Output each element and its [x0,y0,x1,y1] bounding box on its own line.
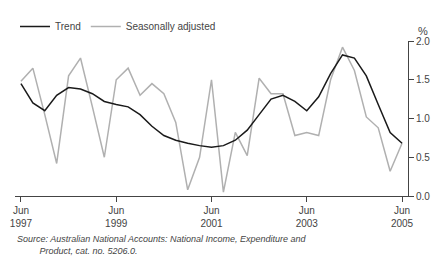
svg-text:0.5: 0.5 [416,152,430,163]
svg-text:1.5: 1.5 [416,74,430,85]
svg-text:Seasonally adjusted: Seasonally adjusted [126,21,216,32]
svg-text:1.0: 1.0 [416,113,430,124]
svg-text:Jun2003: Jun2003 [296,205,319,229]
svg-text:%: % [418,25,428,37]
svg-text:2.0: 2.0 [416,36,430,47]
svg-text:Jun1997: Jun1997 [10,205,33,229]
svg-text:Product, cat. no. 5206.0.: Product, cat. no. 5206.0. [17,246,138,256]
svg-text:Jun2001: Jun2001 [200,205,223,229]
svg-text:Trend: Trend [55,21,81,32]
svg-text:0.0: 0.0 [416,191,430,202]
svg-text:Source: Australian National Ac: Source: Australian National Accounts: Na… [17,234,306,244]
svg-text:Jun1999: Jun1999 [105,205,128,229]
svg-text:Jun2005: Jun2005 [391,205,414,229]
